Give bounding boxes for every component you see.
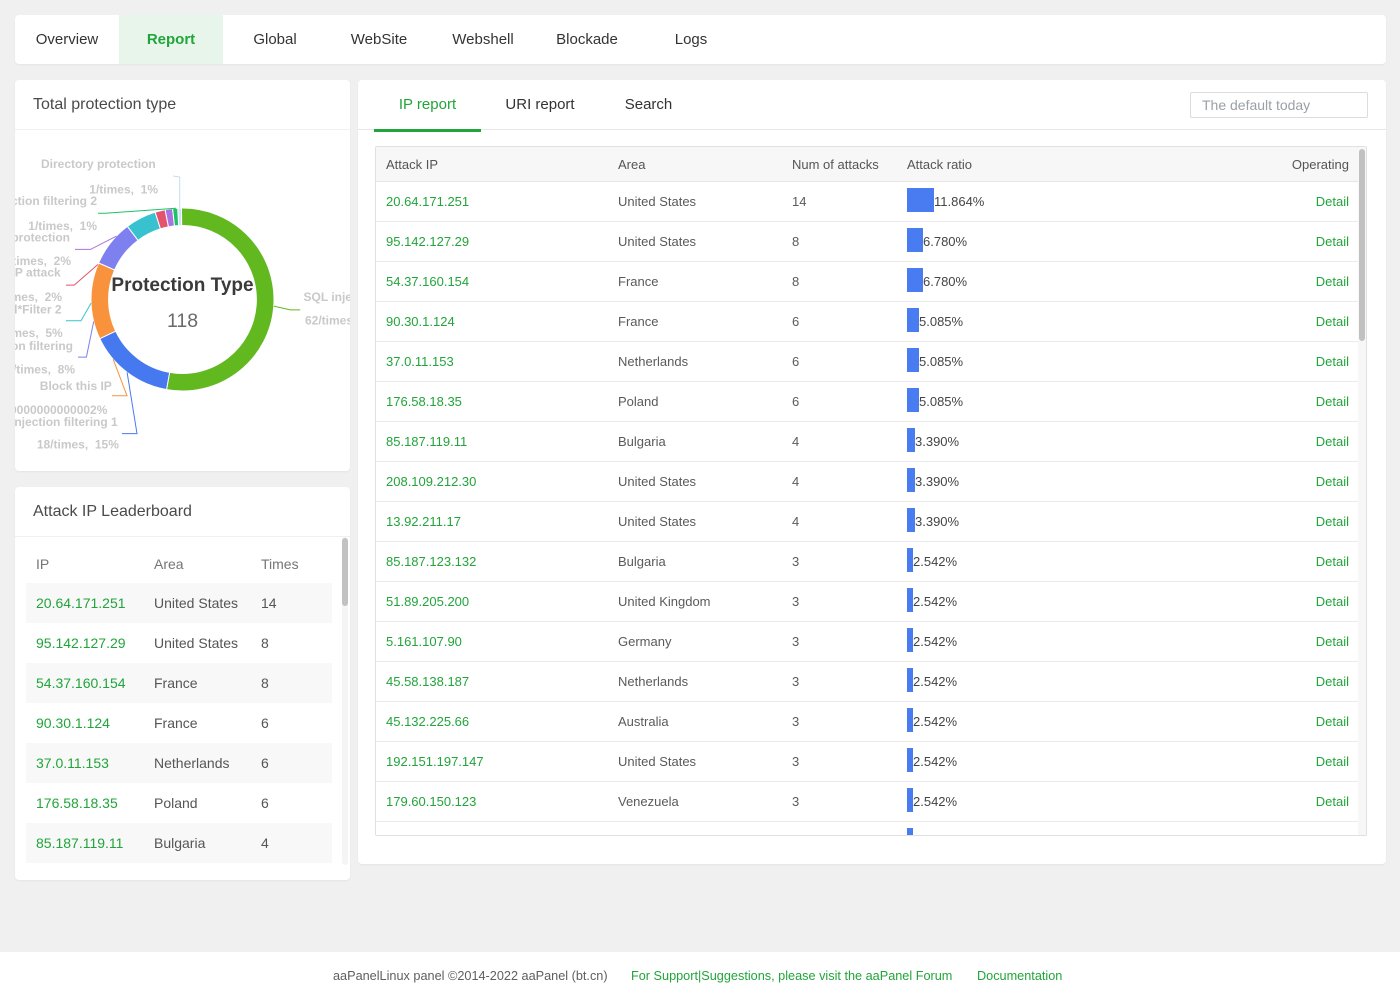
svg-text:Protection Type: Protection Type bbox=[111, 275, 253, 296]
svg-text:Directory protection: Directory protection bbox=[41, 157, 156, 171]
svg-text:SQL injection f: SQL injection f bbox=[304, 290, 351, 304]
svg-text:1/times, 1%: 1/times, 1% bbox=[89, 182, 158, 196]
svg-text:1/times, 1%: 1/times, 1% bbox=[28, 219, 97, 233]
svg-text:SQL injection filtering 1: SQL injection filtering 1 bbox=[15, 415, 118, 429]
svg-text:ection filtering 2: ection filtering 2 bbox=[15, 194, 97, 208]
svg-text:2/times, 2%: 2/times, 2% bbox=[15, 254, 71, 268]
svg-text:62/times, 52%: 62/times, 52% bbox=[305, 314, 350, 328]
svg-text:Sql*Filter 2: Sql*Filter 2 bbox=[15, 302, 62, 316]
svg-text:6/times, 5%: 6/times, 5% bbox=[15, 326, 63, 340]
svg-text:SS protection: SS protection bbox=[15, 230, 70, 244]
svg-text:18/times, 15%: 18/times, 15% bbox=[37, 438, 119, 452]
svg-text:2/times, 2%: 2/times, 2% bbox=[15, 290, 62, 304]
svg-text:16/times, 13.000000000000002%: 16/times, 13.000000000000002% bbox=[15, 403, 108, 417]
svg-text:118: 118 bbox=[167, 310, 198, 332]
svg-text:injection filtering: injection filtering bbox=[15, 339, 73, 353]
svg-text:TTP attack: TTP attack bbox=[15, 266, 61, 280]
svg-text:Block this IP: Block this IP bbox=[40, 379, 112, 393]
svg-text:10/times, 8%: 10/times, 8% bbox=[15, 363, 75, 377]
